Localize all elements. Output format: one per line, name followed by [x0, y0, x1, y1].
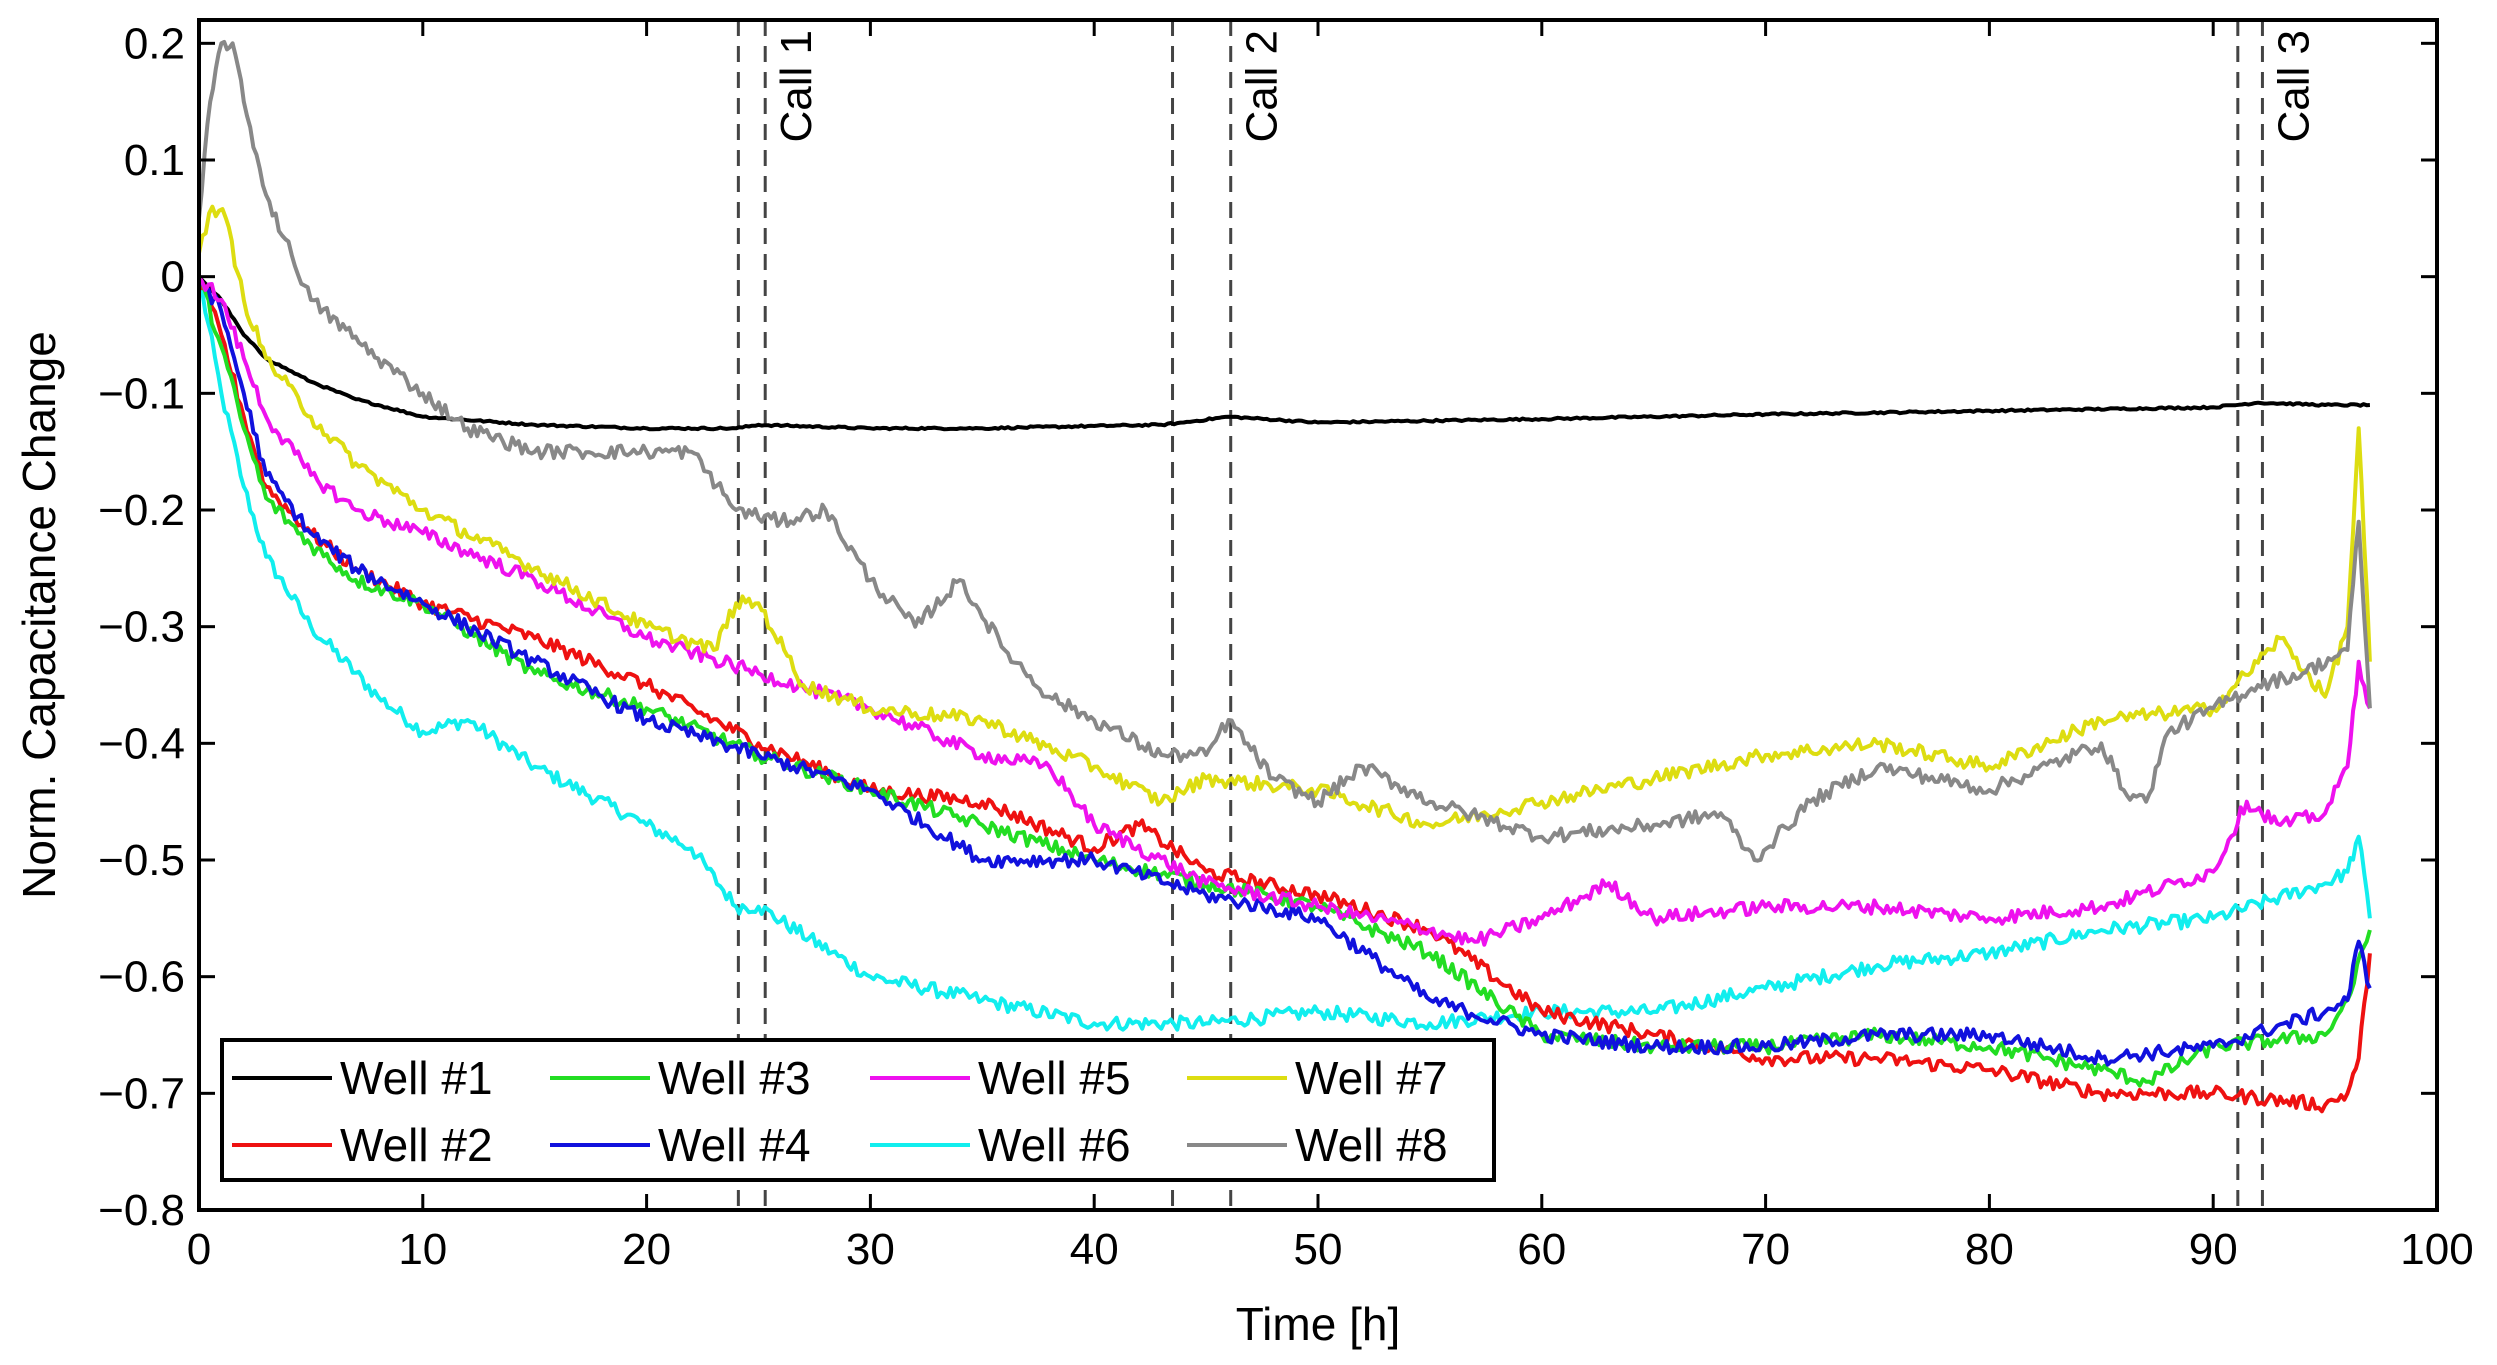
legend-box [220, 1038, 1496, 1182]
y-tick-label: −0.2 [98, 486, 185, 535]
x-tick-label: 20 [622, 1225, 671, 1274]
x-tick-label: 90 [2189, 1225, 2238, 1274]
series-line-well-1 [197, 275, 2371, 432]
x-tick-label: 80 [1965, 1225, 2014, 1274]
x-axis: 0 10 20 30 40 50 60 70 80 90 100 [187, 20, 2474, 1274]
series-line-well-4 [197, 275, 2372, 1067]
x-axis-label: Time [h] [1236, 1298, 1400, 1350]
call-label: Call 3 [2269, 30, 2318, 143]
y-tick-label: −0.3 [98, 603, 185, 652]
x-tick-label: 70 [1741, 1225, 1790, 1274]
y-tick-label: −0.8 [98, 1186, 185, 1235]
legend-label: Well #8 [1295, 1119, 1448, 1171]
y-tick-label: 0.2 [124, 19, 185, 68]
series-line-well-7 [197, 204, 2372, 830]
legend-label: Well #4 [658, 1119, 811, 1171]
y-tick-label: −0.1 [98, 369, 185, 418]
series-lines [197, 39, 2372, 1114]
legend-label: Well #3 [658, 1052, 811, 1104]
legend-label: Well #7 [1295, 1052, 1448, 1104]
plot-area [199, 20, 2437, 1210]
legend-label: Well #1 [340, 1052, 493, 1104]
legend-label: Well #6 [978, 1119, 1131, 1171]
legend-label: Well #2 [340, 1119, 493, 1171]
series-line-well-8 [197, 39, 2372, 863]
x-tick-label: 30 [846, 1225, 895, 1274]
call-label: Call 1 [772, 30, 821, 143]
y-tick-label: −0.5 [98, 836, 185, 885]
legend: Well #1 Well #2 Well #3 Well #4 Well #5 Well … [220, 1038, 1496, 1182]
x-tick-label: 100 [2400, 1225, 2473, 1274]
call-label: Call 2 [1238, 30, 1287, 143]
x-tick-label: 60 [1517, 1225, 1566, 1274]
x-tick-label: 0 [187, 1225, 211, 1274]
x-tick-label: 40 [1070, 1225, 1119, 1274]
y-tick-label: −0.4 [98, 719, 185, 768]
series-line-well-6 [197, 276, 2372, 1032]
x-tick-label: 10 [398, 1225, 447, 1274]
y-tick-label: −0.7 [98, 1069, 185, 1118]
y-axis: 0.2 0.1 0 −0.1 −0.2 −0.3 −0.4 −0.5 −0.6 −0.7 −0.8 [98, 19, 2437, 1235]
call-markers: Call 1 Call 2 Call 3 [736, 20, 2318, 1210]
series-line-well-5 [197, 275, 2372, 947]
y-axis-label: Norm. Capacitance Change [13, 331, 65, 899]
y-tick-label: −0.6 [98, 953, 185, 1002]
legend-label: Well #5 [978, 1052, 1131, 1104]
x-tick-label: 50 [1294, 1225, 1343, 1274]
series-line-well-3 [197, 275, 2372, 1088]
y-tick-label: 0 [161, 253, 185, 302]
y-tick-label: 0.1 [124, 136, 185, 185]
